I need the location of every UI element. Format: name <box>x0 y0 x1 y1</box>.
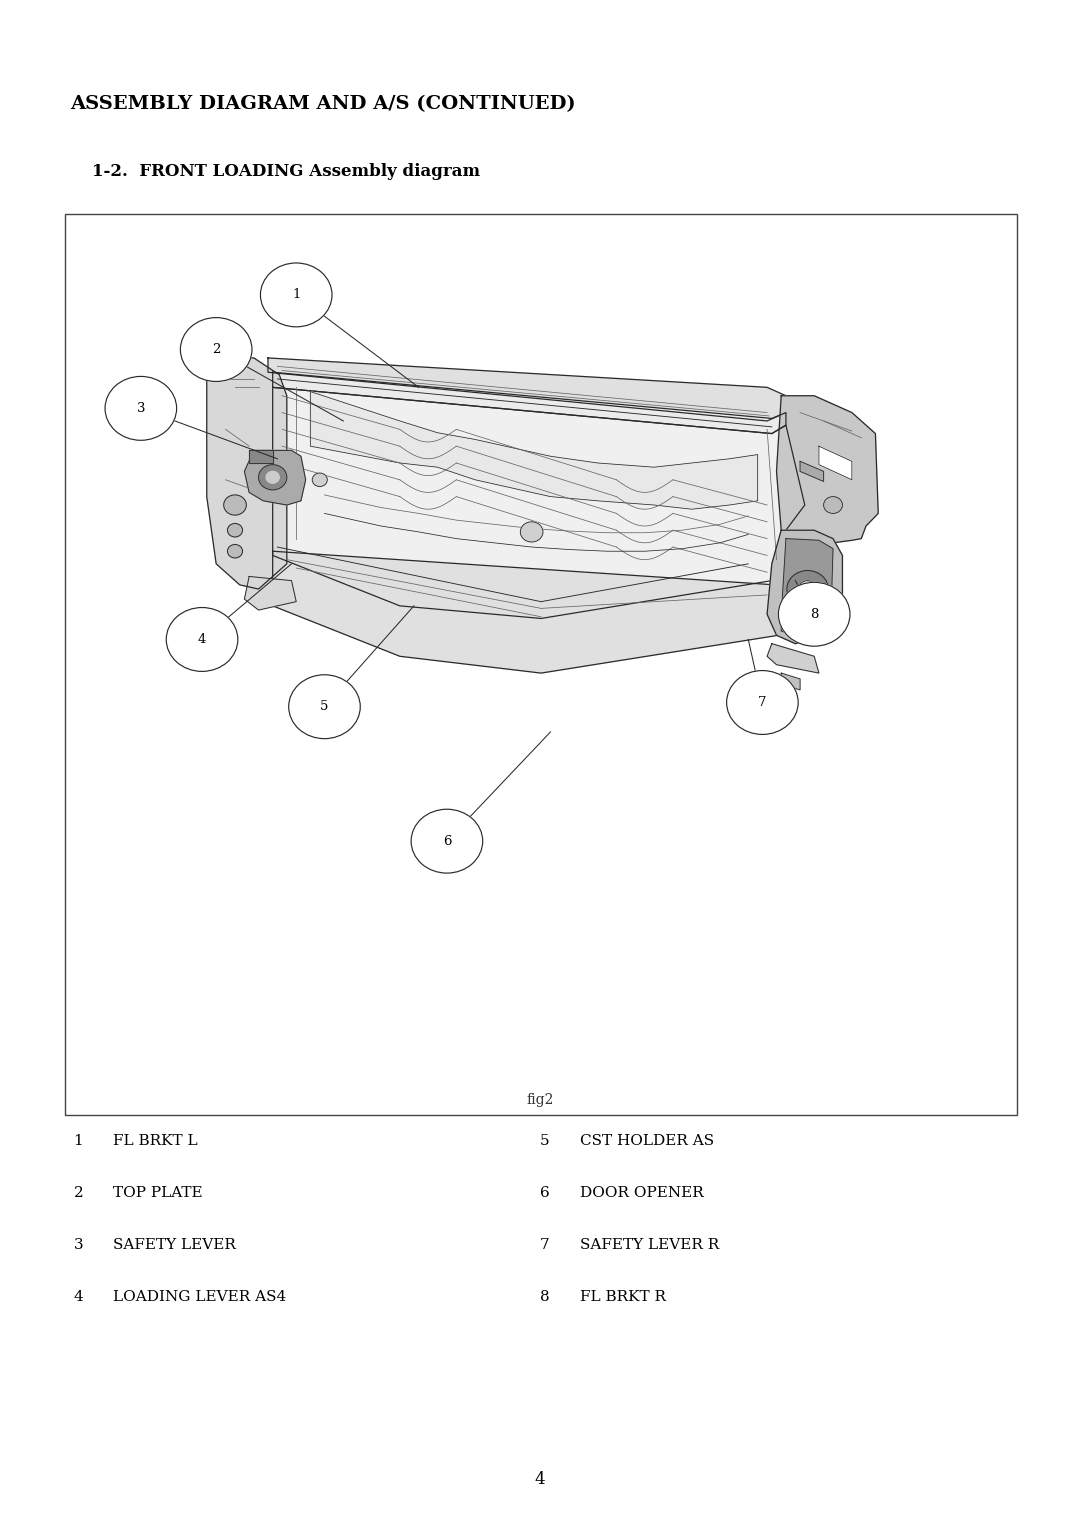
Polygon shape <box>781 619 810 639</box>
Circle shape <box>824 497 842 513</box>
Circle shape <box>258 465 287 490</box>
Polygon shape <box>244 576 296 610</box>
Circle shape <box>798 581 816 597</box>
Circle shape <box>288 675 361 738</box>
Text: SAFETY LEVER: SAFETY LEVER <box>113 1238 237 1251</box>
Polygon shape <box>310 391 758 509</box>
Polygon shape <box>249 451 272 463</box>
Polygon shape <box>268 358 786 420</box>
Text: 5: 5 <box>321 700 328 714</box>
Polygon shape <box>272 373 786 434</box>
Circle shape <box>266 471 280 483</box>
Text: 5: 5 <box>540 1134 550 1148</box>
Polygon shape <box>272 552 819 672</box>
Polygon shape <box>800 461 824 481</box>
Bar <box>65 214 1017 1115</box>
Circle shape <box>166 608 238 671</box>
Circle shape <box>787 570 828 608</box>
Text: 7: 7 <box>758 695 767 709</box>
Text: CST HOLDER AS: CST HOLDER AS <box>580 1134 714 1148</box>
Circle shape <box>411 810 483 872</box>
Text: 8: 8 <box>540 1290 550 1303</box>
Circle shape <box>727 671 798 735</box>
Text: 3: 3 <box>73 1238 83 1251</box>
Text: 4: 4 <box>73 1290 83 1303</box>
Text: DOOR OPENER: DOOR OPENER <box>580 1186 704 1199</box>
Text: 6: 6 <box>540 1186 550 1199</box>
Text: 6: 6 <box>443 834 451 848</box>
Text: 3: 3 <box>136 402 145 416</box>
Text: 1: 1 <box>73 1134 83 1148</box>
Text: 1: 1 <box>292 289 300 301</box>
Text: SAFETY LEVER R: SAFETY LEVER R <box>580 1238 719 1251</box>
Polygon shape <box>767 643 819 672</box>
Text: FL BRKT R: FL BRKT R <box>580 1290 666 1303</box>
Polygon shape <box>819 446 852 480</box>
Circle shape <box>180 318 252 382</box>
Text: LOADING LEVER AS4: LOADING LEVER AS4 <box>113 1290 286 1303</box>
Polygon shape <box>272 388 805 619</box>
Text: ASSEMBLY DIAGRAM AND A/S (CONTINUED): ASSEMBLY DIAGRAM AND A/S (CONTINUED) <box>70 95 576 113</box>
Polygon shape <box>781 672 800 691</box>
Circle shape <box>105 376 177 440</box>
Polygon shape <box>206 358 287 590</box>
Text: 4: 4 <box>535 1470 545 1488</box>
Circle shape <box>224 495 246 515</box>
Circle shape <box>312 474 327 486</box>
Polygon shape <box>767 530 842 643</box>
Text: 8: 8 <box>810 608 819 620</box>
Polygon shape <box>244 451 306 504</box>
Text: TOP PLATE: TOP PLATE <box>113 1186 203 1199</box>
Text: 2: 2 <box>212 342 220 356</box>
Polygon shape <box>781 539 833 625</box>
Circle shape <box>260 263 332 327</box>
Circle shape <box>228 544 243 558</box>
Text: 1-2.  FRONT LOADING Assembly diagram: 1-2. FRONT LOADING Assembly diagram <box>92 163 480 180</box>
Circle shape <box>521 521 543 542</box>
Text: 2: 2 <box>73 1186 83 1199</box>
Text: fig2: fig2 <box>526 1093 554 1106</box>
Circle shape <box>228 524 243 536</box>
Circle shape <box>779 582 850 646</box>
Polygon shape <box>777 396 878 542</box>
Text: 4: 4 <box>198 633 206 646</box>
Text: 7: 7 <box>540 1238 550 1251</box>
Text: FL BRKT L: FL BRKT L <box>113 1134 198 1148</box>
